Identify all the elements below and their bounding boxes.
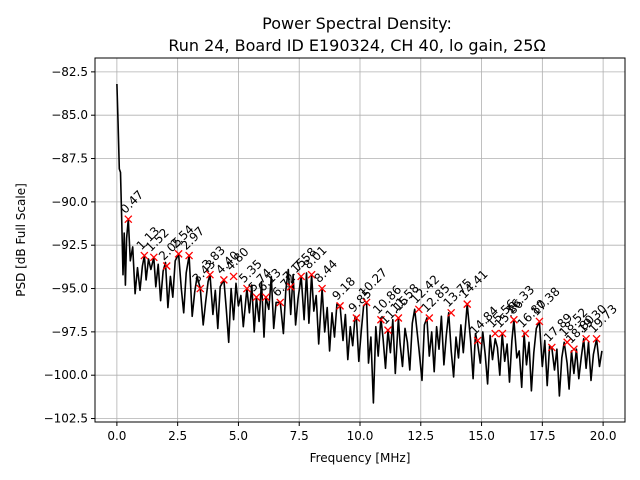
peak-marker: [569, 345, 578, 354]
x-axis-ticks: 0.0 2.5 5.0 7.5 10.0 12.5 15.0 17.5 20.0: [107, 422, 616, 443]
peak-marker: [261, 293, 270, 302]
peak-marker: [149, 253, 158, 262]
peak-marker: [447, 308, 456, 317]
y-tick-label: −90.0: [51, 195, 88, 209]
peak-marker: [563, 338, 572, 347]
peak-marker: [509, 315, 518, 324]
peak-marker: [491, 329, 500, 338]
x-tick-label: 0.0: [107, 429, 126, 443]
peak-marker: [162, 262, 171, 270]
peak-marker: [286, 282, 295, 291]
peak-marker: [174, 249, 183, 258]
peak-marker: [394, 314, 403, 322]
y-tick-label: −85.0: [51, 108, 88, 122]
peak-marker: [242, 284, 251, 293]
y-tick-label: −87.5: [51, 152, 88, 166]
x-axis-label: Frequency [MHz]: [310, 451, 411, 465]
grid-lines: [95, 58, 625, 422]
peak-marker: [535, 317, 544, 326]
peak-marker: [124, 215, 133, 224]
x-tick-label: 2.5: [168, 429, 187, 443]
peak-marker: [521, 329, 530, 338]
y-tick-label: −102.5: [44, 412, 88, 426]
peak-marker: [473, 336, 482, 345]
y-tick-label: −82.5: [51, 65, 88, 79]
peak-marker: [352, 314, 361, 322]
x-tick-label: 5.0: [229, 429, 248, 443]
chart-title-line1: Power Spectral Density:: [262, 14, 452, 33]
peak-marker: [425, 314, 434, 322]
chart-title-line2: Run 24, Board ID E190324, CH 40, lo gain…: [168, 36, 545, 55]
plot-area: 0.471.131.522.052.542.973.433.834.404.80…: [116, 83, 620, 404]
y-axis-label: PSD [dB Full Scale]: [14, 183, 28, 297]
y-tick-label: −92.5: [51, 238, 88, 252]
peak-marker: [229, 272, 238, 281]
x-tick-label: 12.5: [407, 429, 434, 443]
y-tick-label: −100.0: [44, 368, 88, 382]
peak-marker: [362, 298, 371, 307]
peak-marker: [414, 305, 423, 314]
peak-marker: [383, 326, 392, 335]
y-tick-label: −97.5: [51, 325, 88, 339]
peak-marker: [318, 284, 327, 293]
peak-marker: [463, 300, 472, 309]
peak-marker: [582, 334, 591, 343]
peak-marker: [547, 343, 556, 352]
peak-marker: [376, 315, 385, 324]
x-tick-label: 17.5: [529, 429, 556, 443]
peak-marker: [196, 284, 205, 293]
peak-marker: [252, 293, 261, 302]
x-tick-label: 7.5: [290, 429, 309, 443]
peak-marker: [219, 275, 228, 284]
peak-marker: [592, 334, 601, 343]
peak-marker: [276, 298, 285, 307]
peak-marker: [140, 251, 149, 260]
y-tick-label: −95.0: [51, 282, 88, 296]
peak-marker: [297, 272, 306, 281]
peak-marker: [336, 301, 345, 310]
x-tick-label: 20.0: [590, 429, 617, 443]
peak-marker: [498, 329, 507, 338]
y-axis-ticks: −82.5 −85.0 −87.5 −90.0 −92.5 −95.0 −97.5 −100.…: [44, 65, 95, 426]
x-tick-label: 10.0: [347, 429, 374, 443]
peak-marker: [185, 251, 194, 260]
peak-marker: [206, 270, 214, 279]
peak-marker: [307, 270, 316, 279]
x-tick-label: 15.0: [468, 429, 495, 443]
